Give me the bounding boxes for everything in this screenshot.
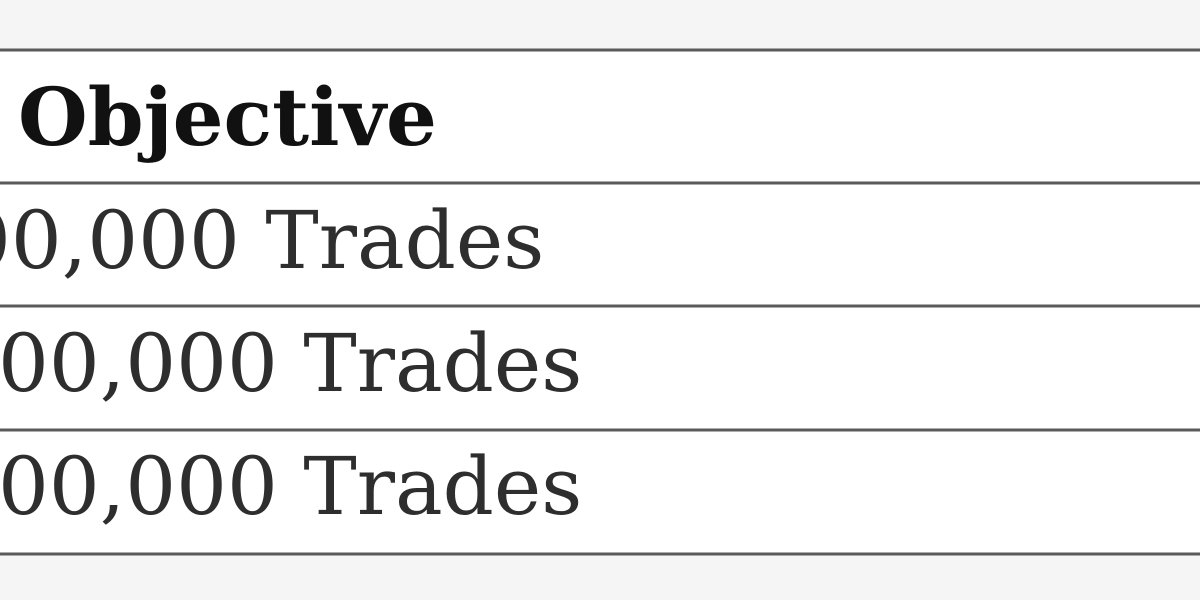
table-cell: 00,000 Trades (0, 440, 582, 533)
column-header: Objective (18, 70, 437, 164)
table-cell: 00,000 Trades (0, 317, 582, 410)
table-cell: 00,000 Trades (0, 194, 544, 287)
table-background (0, 49, 1200, 555)
